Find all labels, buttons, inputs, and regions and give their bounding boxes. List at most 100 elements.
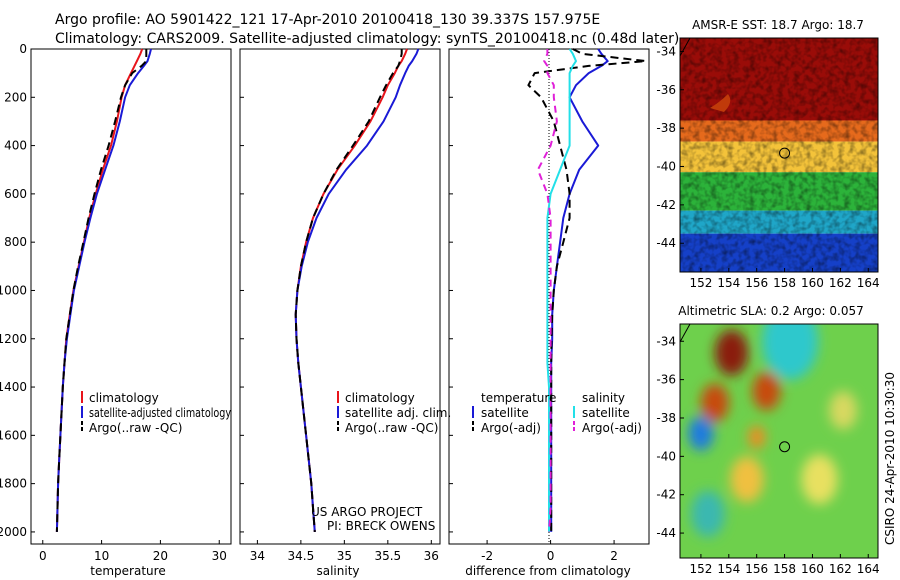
legend-label-temp-argo: Argo(-adj) [481, 421, 541, 435]
legend-label-argo: Argo(..raw -QC) [89, 421, 182, 435]
sst-band [680, 120, 878, 142]
sla-anomaly [691, 490, 725, 537]
sla-anomaly [801, 454, 838, 505]
legend-label-climatology: climatology [89, 391, 159, 405]
x-tick-label: 2 [610, 549, 618, 563]
lon-tick-label: 156 [745, 276, 768, 290]
sla-map-title: Altimetric SLA: 0.2 Argo: 0.057 [678, 304, 863, 318]
lat-tick-label: -34 [656, 44, 676, 58]
difference-legend: temperature salinity satellite Argo(-adj… [472, 391, 642, 435]
sst-band [680, 172, 878, 211]
lat-tick-label: -44 [656, 236, 676, 250]
sla-anomaly [730, 456, 764, 503]
lat-tick-label: -40 [656, 160, 676, 174]
temperature-panel: 0 200 400 600 800 1000 1200 1400 1600 1800 2000 0 1… [0, 42, 453, 578]
lon-tick-label: 152 [689, 276, 712, 290]
x-tick-label: 0 [39, 549, 47, 563]
series-line-climatology [294, 48, 408, 532]
lon-tick-label: 160 [801, 562, 824, 576]
salinity-legend: climatology satellite adj. clim. Argo(..… [337, 391, 451, 435]
sst-band [680, 210, 878, 234]
depth-axis-ticks: 0 200 400 600 800 1000 1200 1400 1600 1800 2000 [0, 42, 453, 539]
lon-tick-label: 162 [829, 276, 852, 290]
lon-tick-label: 164 [857, 562, 880, 576]
lon-tick-label: 154 [717, 562, 740, 576]
lon-tick-label: 162 [829, 562, 852, 576]
lon-tick-label: 164 [857, 276, 880, 290]
temperature-legend: climatology satellite-adjusted climatolo… [81, 391, 231, 435]
series-line-satellite-adjusted-climatology [55, 48, 152, 532]
sla-heatmap [680, 324, 878, 558]
temperature-plot-frame [30, 48, 232, 545]
sla-anomaly [762, 324, 819, 380]
lat-tick-label: -36 [656, 373, 676, 387]
sst-heatmap [680, 38, 878, 272]
temperature-axis-ticks: 0 10 20 30 [39, 540, 227, 563]
salinity-series [294, 48, 420, 532]
series-line-salinity-satellite [546, 48, 577, 532]
project-annotation: US ARGO PROJECT [311, 505, 423, 519]
legend-label-temp-satellite: satellite [481, 406, 529, 420]
lat-tick-label: -38 [656, 121, 676, 135]
argo-location-marker [779, 147, 791, 159]
series-line-satellite-adj-clim [294, 48, 420, 532]
sla-blobs [688, 324, 858, 537]
legend-label-climatology: climatology [345, 391, 415, 405]
series-line-argo-raw-qc [55, 49, 148, 532]
x-tick-label: -2 [481, 549, 493, 563]
salinity-plot-frame [239, 48, 441, 545]
x-tick-label: 34.5 [288, 549, 315, 563]
depth-tick-label: 0 [19, 42, 27, 56]
pi-annotation: PI: BRECK OWENS [327, 519, 435, 533]
legend-label-sal-satellite: satellite [582, 406, 630, 420]
sst-eddy [710, 94, 731, 112]
sst-texture [680, 38, 878, 272]
x-tick-label: 34 [250, 549, 265, 563]
depth-tick-label: 2000 [0, 525, 27, 539]
sst-map-panel: AMSR-E SST: 18.7 Argo: 18.7 152 154 156 158… [656, 18, 879, 290]
difference-axis-ticks: -2 0 2 [481, 540, 618, 563]
sla-map-frame [679, 323, 879, 559]
coastline [680, 38, 691, 57]
legend-label-satellite: satellite adj. clim. [345, 406, 451, 420]
coastline [680, 324, 691, 343]
series-line-argo-raw-qc [294, 49, 403, 532]
depth-tick-label: 1800 [0, 477, 27, 491]
lat-tick-label: -44 [656, 526, 676, 540]
sst-band [680, 233, 878, 272]
series-line-temperature-argo-adj [527, 48, 647, 532]
lat-tick-label: -36 [656, 83, 676, 97]
argo-location-marker [779, 441, 791, 453]
sla-anomaly [700, 383, 729, 422]
lat-tick-label: -42 [656, 198, 676, 212]
salinity-axis-ticks: 34 34.5 35 35.5 36 [250, 540, 439, 563]
sst-map-ticks: 152 154 156 158 160 162 164 -34 -36 -38 -40 -42 -44 [656, 44, 879, 290]
depth-tick-label: 200 [4, 90, 27, 104]
salinity-axis-label: salinity [316, 564, 359, 578]
difference-panel: -2 0 2 difference from climatology tempera… [448, 48, 650, 578]
salinity-panel: 34 34.5 35 35.5 36 salinity climatology sate… [239, 48, 451, 578]
lat-tick-label: -38 [656, 411, 676, 425]
x-tick-label: 20 [153, 549, 168, 563]
series-line-climatology [55, 48, 144, 532]
legend-header-salinity: salinity [582, 391, 625, 405]
series-line-salinity-argo-adj [536, 49, 558, 532]
sst-band [680, 141, 878, 173]
sla-map-ticks: 152 154 156 158 160 162 164 -34 -36 -38 -40 -42 -44 [656, 334, 879, 576]
lon-tick-label: 158 [773, 276, 796, 290]
x-tick-label: 10 [94, 549, 109, 563]
x-tick-label: 36 [424, 549, 439, 563]
depth-tick-label: 1600 [0, 428, 27, 442]
legend-header-temperature: temperature [481, 391, 556, 405]
legend-label-argo: Argo(..raw -QC) [345, 421, 438, 435]
depth-tick-label: 1000 [0, 283, 27, 297]
lon-tick-label: 160 [801, 276, 824, 290]
lon-tick-label: 152 [689, 562, 712, 576]
difference-series [527, 48, 647, 532]
sst-map-frame [679, 37, 879, 273]
depth-tick-label: 600 [4, 187, 27, 201]
csiro-timestamp: CSIRO 24-Apr-2010 10:30:30 [883, 372, 897, 545]
lat-tick-label: -40 [656, 449, 676, 463]
lat-tick-label: -42 [656, 488, 676, 502]
